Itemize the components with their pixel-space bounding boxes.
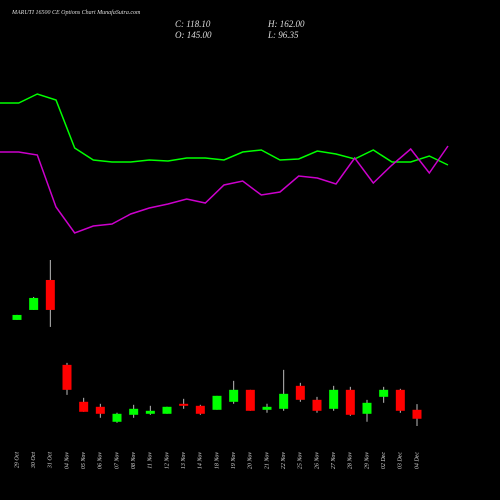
candle-body	[129, 408, 139, 415]
candle-body	[295, 385, 305, 400]
info-low: L: 96.35	[267, 30, 299, 40]
x-tick-label: 03 Dec	[398, 452, 404, 469]
x-tick-label: 26 Nov	[314, 452, 320, 470]
x-tick-label: 19 Nov	[231, 452, 237, 470]
x-tick-label: 29 Nov	[364, 452, 370, 470]
x-tick-label: 30 Oct	[31, 452, 37, 469]
x-tick-label: 02 Dec	[381, 452, 387, 469]
x-tick-label: 12 Nov	[164, 452, 170, 470]
x-tick-label: 13 Nov	[181, 452, 187, 470]
x-tick-label: 28 Nov	[348, 452, 354, 470]
candle-body	[262, 406, 272, 410]
x-tick-label: 31 Oct	[48, 452, 54, 469]
candle-body	[245, 389, 255, 411]
chart-title: MARUTI 16500 CE Options Chart MunafaSutr…	[11, 9, 141, 16]
x-tick-label: 27 Nov	[331, 452, 337, 470]
candle-body	[379, 389, 389, 397]
candle-body	[62, 364, 72, 390]
candle-body	[312, 399, 322, 411]
candle-body	[29, 297, 39, 310]
indicator-line	[0, 93, 449, 166]
candle-body	[12, 314, 22, 320]
candle-body	[162, 406, 172, 414]
x-tick-label: 11 Nov	[148, 452, 154, 469]
x-tick-label: 18 Nov	[214, 452, 220, 470]
indicator-line	[0, 145, 449, 234]
x-tick-label: 29 Oct	[14, 452, 20, 468]
info-close: C: 118.10	[175, 19, 211, 29]
x-tick-label: 04 Dec	[413, 452, 420, 469]
x-tick-label: 21 Nov	[264, 452, 270, 470]
x-tick-label: 22 Nov	[281, 452, 287, 470]
x-tick-label: 05 Nov	[81, 452, 87, 470]
candle-body	[45, 279, 55, 310]
candle-body	[329, 389, 339, 409]
candle-body	[229, 389, 239, 402]
candle-body	[412, 409, 422, 419]
candle-body	[112, 413, 122, 422]
candle-body	[145, 410, 155, 414]
x-tick-label: 25 Nov	[298, 452, 304, 470]
candle-body	[95, 406, 105, 414]
candle-body	[195, 405, 205, 414]
x-tick-label: 08 Nov	[131, 452, 137, 470]
x-tick-label: 14 Nov	[197, 452, 204, 470]
candle-body	[179, 403, 189, 406]
candle-body	[395, 389, 405, 411]
x-tick-label: 04 Nov	[63, 452, 70, 470]
info-high: H: 162.00	[267, 19, 305, 29]
info-open: O: 145.00	[175, 30, 212, 40]
candle-body	[279, 393, 289, 409]
x-tick-label: 06 Nov	[98, 452, 104, 470]
x-tick-label: 07 Nov	[114, 452, 120, 470]
x-tick-label: 20 Nov	[248, 452, 254, 470]
candle-body	[79, 401, 89, 412]
candle-body	[212, 395, 222, 410]
candle-body	[362, 402, 372, 414]
candle-body	[345, 389, 355, 415]
